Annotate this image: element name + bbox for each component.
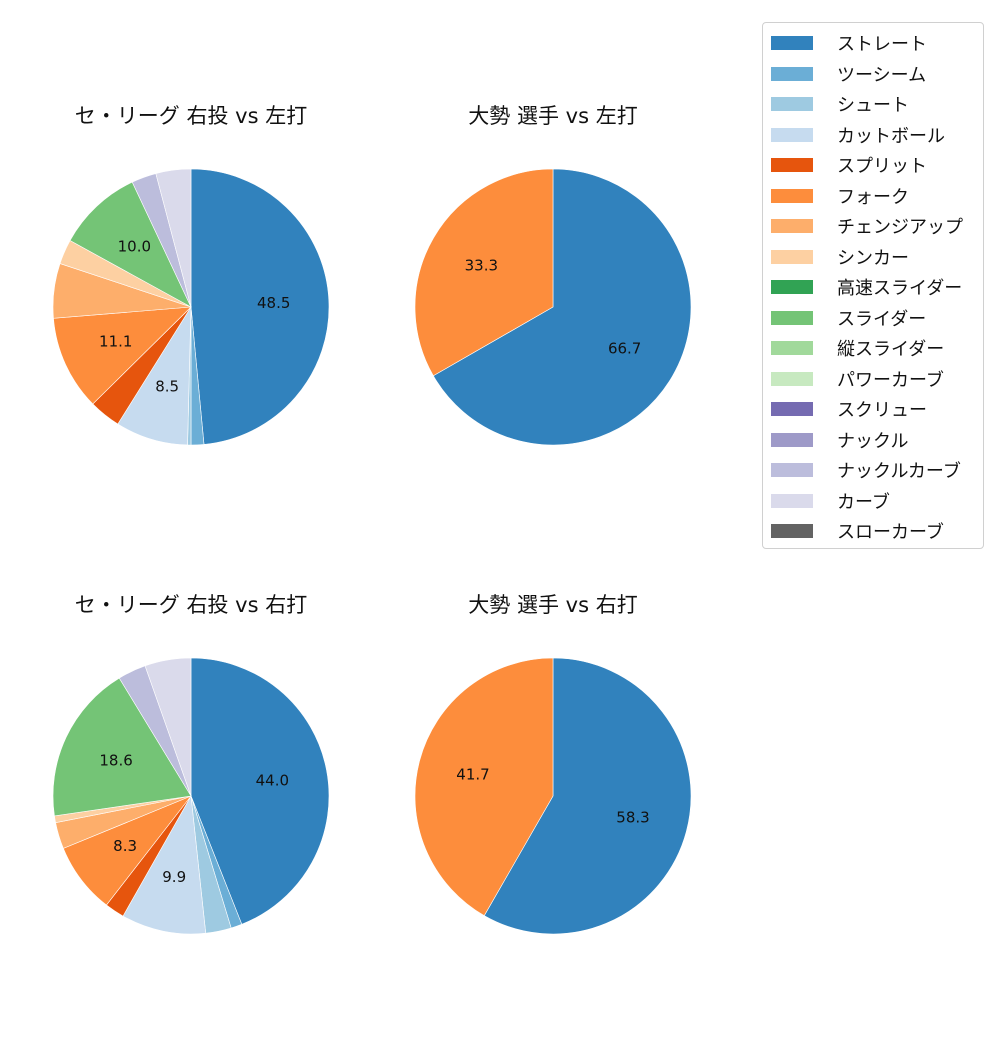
legend-label: ツーシーム bbox=[837, 64, 927, 86]
legend-swatch bbox=[771, 36, 813, 50]
slice-label: 18.6 bbox=[99, 752, 132, 770]
legend-item: 縦スライダー bbox=[771, 336, 944, 360]
legend-label: フォーク bbox=[837, 186, 909, 208]
slice-label: 10.0 bbox=[118, 238, 151, 256]
slice-label: 58.3 bbox=[616, 808, 649, 826]
pie-slice bbox=[190, 168, 330, 445]
pie-slice bbox=[414, 657, 554, 917]
legend-item: チェンジアップ bbox=[771, 214, 963, 238]
pie-slice bbox=[69, 181, 192, 308]
pie-slice bbox=[52, 677, 192, 817]
legend-item: カーブ bbox=[771, 489, 890, 513]
legend-label: カーブ bbox=[837, 491, 890, 513]
legend-item: シュート bbox=[771, 92, 909, 116]
legend-label: カットボール bbox=[837, 125, 945, 147]
legend-swatch bbox=[771, 402, 813, 416]
pie-chart-league-vs-left: セ・リーグ 右投 vs 左打 48.5 8.5 11.1 10.0 bbox=[1, 100, 381, 570]
pie: 48.5 8.5 11.1 10.0 bbox=[52, 168, 330, 446]
pie: 66.7 33.3 bbox=[414, 168, 692, 446]
legend-swatch bbox=[771, 280, 813, 294]
legend-swatch bbox=[771, 371, 813, 386]
legend-item: ナックル bbox=[771, 428, 908, 452]
legend-item: シンカー bbox=[771, 245, 909, 269]
pie-chart-player-vs-left: 大勢 選手 vs 左打 66.7 33.3 bbox=[363, 100, 743, 570]
legend-label: スローカーブ bbox=[837, 522, 944, 543]
legend: ストレートツーシームシュートカットボール スプリットフォークチェンジアップ シンカー… bbox=[762, 22, 984, 549]
legend-swatch bbox=[771, 97, 813, 111]
legend-label: スプリット bbox=[837, 156, 927, 177]
legend-swatch bbox=[771, 158, 813, 172]
legend-swatch bbox=[771, 524, 813, 538]
legend-item: ナックルカーブ bbox=[771, 458, 961, 482]
pie: 58.3 41.7 bbox=[414, 657, 692, 935]
legend-item: スクリュー bbox=[771, 397, 927, 421]
pie-slice bbox=[483, 657, 692, 935]
legend-swatch bbox=[771, 188, 813, 203]
pie-slice bbox=[190, 657, 330, 925]
legend-item: 高速スライダー bbox=[771, 275, 962, 299]
legend-swatch bbox=[771, 66, 813, 81]
legend-swatch bbox=[771, 310, 813, 325]
slice-label: 48.5 bbox=[257, 294, 290, 312]
pie-slice bbox=[53, 306, 192, 405]
legend-swatch bbox=[771, 493, 813, 508]
legend-item: ストレート bbox=[771, 31, 927, 55]
legend-item: スプリット bbox=[771, 153, 927, 177]
legend-item: カットボール bbox=[771, 123, 945, 147]
legend-swatch bbox=[771, 219, 813, 233]
legend-label: ナックル bbox=[837, 430, 909, 452]
pie-slice bbox=[432, 168, 692, 446]
legend-item: パワーカーブ bbox=[771, 367, 944, 391]
legend-label: 高速スライダー bbox=[837, 278, 963, 299]
legend-label: ストレート bbox=[837, 34, 927, 55]
legend-swatch bbox=[771, 341, 813, 355]
pie-chart-player-vs-right: 大勢 選手 vs 右打 58.3 41.7 bbox=[363, 589, 743, 1059]
legend-label: パワーカーブ bbox=[837, 369, 944, 391]
legend-swatch bbox=[771, 249, 813, 264]
pie: 44.0 9.9 8.3 18.6 bbox=[52, 657, 330, 935]
legend-item: ツーシーム bbox=[771, 62, 926, 86]
legend-label: ナックルカーブ bbox=[837, 461, 961, 482]
pie-slice bbox=[155, 168, 192, 308]
slice-label: 9.9 bbox=[162, 868, 186, 886]
legend-label: 縦スライダー bbox=[837, 339, 945, 360]
chart-title: 大勢 選手 vs 右打 bbox=[468, 593, 638, 617]
pie-slice bbox=[414, 168, 554, 377]
legend-label: シンカー bbox=[837, 247, 909, 269]
legend-label: スライダー bbox=[837, 308, 927, 330]
legend-label: チェンジアップ bbox=[837, 217, 963, 238]
legend-item: スローカーブ bbox=[771, 519, 944, 543]
chart-title: 大勢 選手 vs 左打 bbox=[468, 104, 638, 128]
chart-title: セ・リーグ 右投 vs 右打 bbox=[74, 593, 308, 617]
legend-swatch bbox=[771, 432, 813, 447]
pie-slice bbox=[122, 795, 207, 935]
slice-label: 11.1 bbox=[99, 333, 132, 351]
legend-swatch bbox=[771, 127, 813, 142]
pie-chart-league-vs-right: セ・リーグ 右投 vs 右打 44.0 9.9 8.3 18.6 bbox=[1, 589, 381, 1059]
pie-slice bbox=[144, 657, 192, 797]
slice-label: 66.7 bbox=[608, 339, 641, 357]
slice-label: 8.5 bbox=[155, 377, 179, 395]
legend-label: スクリュー bbox=[837, 400, 927, 421]
slice-label: 41.7 bbox=[456, 766, 489, 784]
legend-item: フォーク bbox=[771, 184, 909, 208]
legend-item: スライダー bbox=[771, 306, 926, 330]
slice-label: 33.3 bbox=[465, 257, 498, 275]
slice-label: 8.3 bbox=[113, 837, 137, 855]
slice-label: 44.0 bbox=[256, 771, 289, 789]
chart-title: セ・リーグ 右投 vs 左打 bbox=[74, 104, 308, 128]
legend-swatch bbox=[771, 463, 813, 477]
legend-label: シュート bbox=[837, 95, 909, 116]
